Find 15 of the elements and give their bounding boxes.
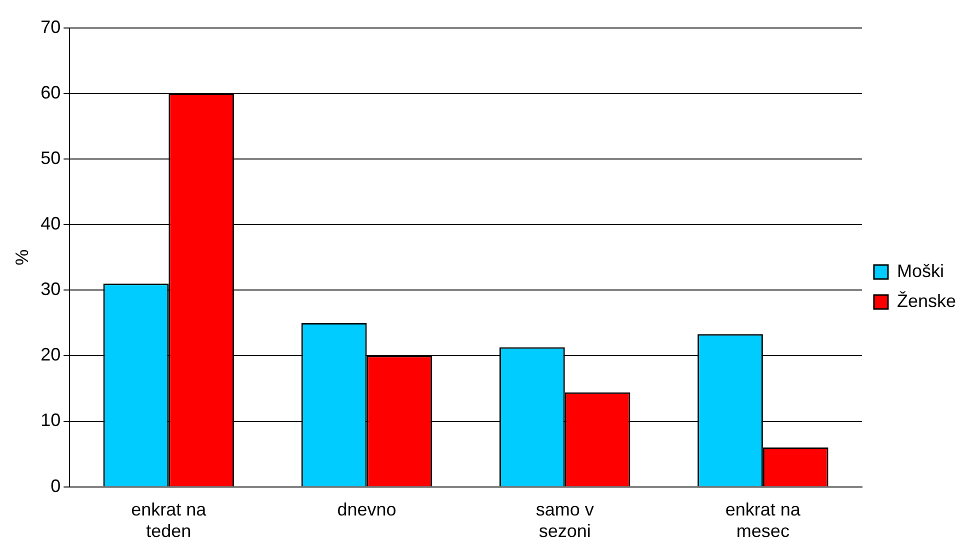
y-tick-label: 20 xyxy=(40,344,61,365)
y-tick-label: 70 xyxy=(40,16,61,37)
legend-label: Moški xyxy=(896,260,944,281)
y-tick-label: 30 xyxy=(40,279,61,300)
legend-label: Ženske xyxy=(896,290,956,311)
y-tick-label: 10 xyxy=(40,410,61,430)
x-tick-label: dnevno xyxy=(337,500,396,520)
y-tick-label: 50 xyxy=(40,148,61,168)
x-tick-label: samo v sezoni xyxy=(536,500,594,542)
x-tick-label: enkrat na mesec xyxy=(725,500,802,542)
y-tick-label: 40 xyxy=(40,214,61,234)
y-axis-title: % xyxy=(12,249,32,266)
y-tick-label: 60 xyxy=(40,82,61,103)
y-tick-label: 0 xyxy=(50,476,61,496)
x-tick-label: enkrat na teden xyxy=(131,500,208,542)
